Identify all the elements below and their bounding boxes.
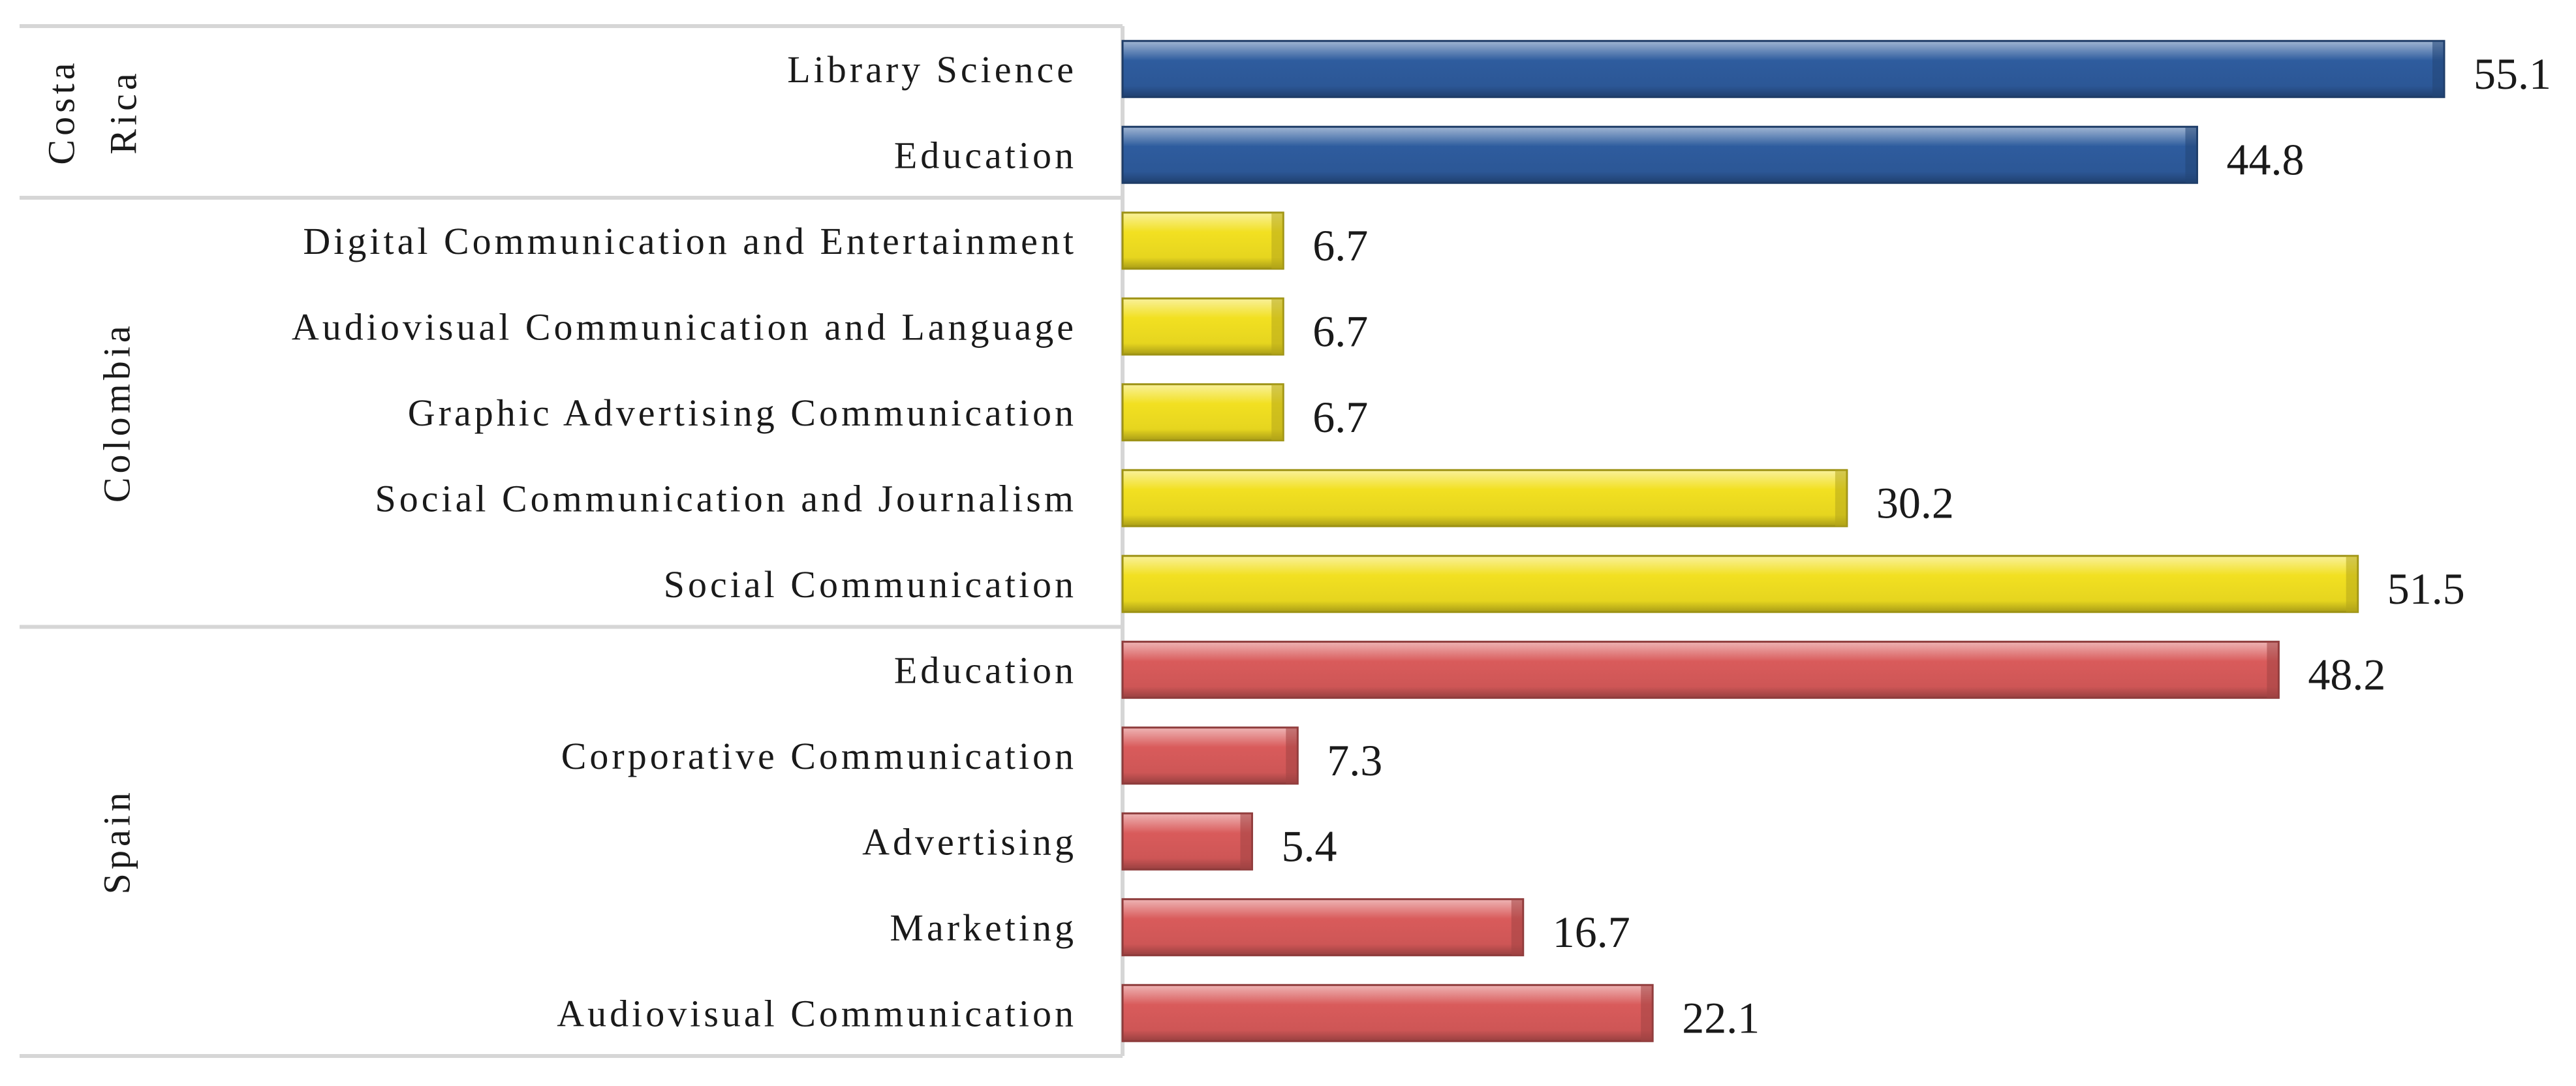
bar-colombia-2 bbox=[1121, 383, 1284, 442]
bar-colombia-4 bbox=[1121, 555, 2359, 613]
bar-spain-2 bbox=[1121, 812, 1253, 871]
value-label: 6.7 bbox=[1312, 306, 1368, 356]
value-label: 30.2 bbox=[1876, 478, 1954, 527]
group-labels: Costa Rica Colombia Spain bbox=[40, 59, 144, 894]
bar-colombia-3 bbox=[1121, 469, 1848, 527]
bar-end-bevel bbox=[1271, 212, 1284, 269]
bar-spain-3 bbox=[1121, 898, 1525, 957]
value-label: 48.2 bbox=[2308, 649, 2385, 699]
category-label: Audiovisual Communication bbox=[557, 992, 1077, 1034]
category-label: Graphic Advertising Communication bbox=[408, 392, 1077, 434]
bar-spain-4 bbox=[1121, 984, 1654, 1042]
bar-end-bevel bbox=[1286, 727, 1298, 784]
bars bbox=[1121, 40, 2445, 1042]
bar-end-bevel bbox=[1641, 985, 1653, 1042]
category-label: Corporative Communication bbox=[561, 735, 1077, 777]
bar-colombia-0 bbox=[1121, 211, 1284, 270]
bar-end-bevel bbox=[1240, 813, 1252, 870]
value-label: 5.4 bbox=[1281, 821, 1337, 871]
category-label: Education bbox=[894, 649, 1077, 691]
bar-end-bevel bbox=[1835, 470, 1847, 527]
bar-end-bevel bbox=[2185, 127, 2197, 183]
value-label: 6.7 bbox=[1312, 221, 1368, 270]
value-label: 55.1 bbox=[2474, 49, 2551, 99]
bar-costa-rica-0 bbox=[1121, 40, 2445, 99]
value-label: 22.1 bbox=[1682, 993, 1760, 1042]
category-label: Digital Communication and Entertainment bbox=[303, 220, 1077, 262]
category-label: Audiovisual Communication and Language bbox=[292, 305, 1077, 348]
bar-end-bevel bbox=[1271, 298, 1284, 355]
category-label: Advertising bbox=[862, 820, 1077, 863]
bar-end-bevel bbox=[2267, 642, 2279, 698]
category-label: Social Communication bbox=[664, 563, 1077, 606]
bar-costa-rica-1 bbox=[1121, 125, 2198, 184]
bar-spain-1 bbox=[1121, 726, 1299, 785]
value-label: 44.8 bbox=[2226, 134, 2304, 184]
category-label: Social Communication and Journalism bbox=[375, 477, 1077, 520]
value-label: 6.7 bbox=[1312, 392, 1368, 442]
value-label: 51.5 bbox=[2387, 564, 2465, 613]
bar-end-bevel bbox=[2346, 555, 2358, 612]
bar-end-bevel bbox=[1511, 899, 1523, 955]
value-label: 7.3 bbox=[1327, 736, 1382, 785]
value-labels: 55.1 44.8 6.7 6.7 6.7 30.2 51.548.2 7.3 5.4 16.7 2… bbox=[1281, 49, 2551, 1043]
group-label: Costa bbox=[40, 59, 82, 164]
group-label: Colombia bbox=[95, 322, 138, 503]
category-label: Library Science bbox=[787, 48, 1077, 91]
category-label: Marketing bbox=[890, 907, 1077, 949]
bar-colombia-1 bbox=[1121, 297, 1284, 356]
group-label: Spain bbox=[95, 788, 138, 894]
bar-end-bevel bbox=[2432, 40, 2444, 97]
category-frame bbox=[20, 24, 1125, 1058]
value-label: 16.7 bbox=[1553, 907, 1630, 957]
group-label: Rica bbox=[102, 69, 144, 154]
category-labels: Library Science Education Digital Communic… bbox=[292, 48, 1077, 1035]
bar-spain-0 bbox=[1121, 640, 2280, 699]
category-label: Education bbox=[894, 134, 1077, 176]
bar-end-bevel bbox=[1271, 384, 1284, 441]
